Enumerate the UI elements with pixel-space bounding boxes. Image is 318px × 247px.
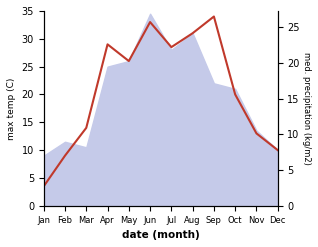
X-axis label: date (month): date (month) [122, 230, 200, 240]
Y-axis label: med. precipitation (kg/m2): med. precipitation (kg/m2) [302, 52, 311, 165]
Y-axis label: max temp (C): max temp (C) [7, 77, 16, 140]
